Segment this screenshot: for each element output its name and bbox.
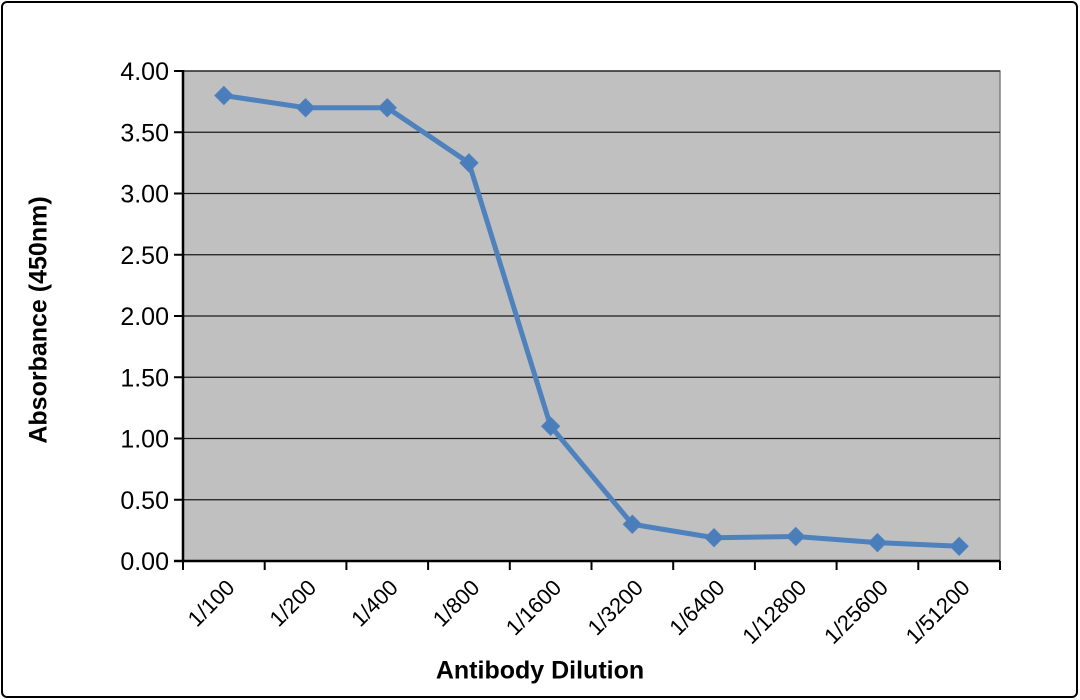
x-category-label: 1/3200 <box>583 575 648 640</box>
data-point-marker <box>377 98 397 118</box>
y-axis-title: Absorbance (450nm) <box>24 196 53 444</box>
x-category-label: 1/25600 <box>819 575 893 649</box>
x-category-label: 1/12800 <box>737 575 811 649</box>
y-tick-label: 2.00 <box>120 303 169 331</box>
data-point-marker <box>867 532 888 553</box>
data-point-marker <box>949 536 969 557</box>
x-category-label: 1/400 <box>346 575 403 632</box>
y-tick-label: 0.50 <box>120 487 169 515</box>
y-tick-label: 0.00 <box>120 548 169 576</box>
x-category-label: 1/1600 <box>501 575 566 640</box>
data-point-marker <box>622 514 643 534</box>
x-category-label: 1/6400 <box>664 575 729 640</box>
data-point-marker <box>295 98 316 118</box>
x-category-label: 1/800 <box>428 575 485 632</box>
x-category-label: 1/200 <box>264 575 321 632</box>
y-tick-label: 1.50 <box>120 364 169 392</box>
data-point-marker <box>214 85 234 106</box>
data-point-marker <box>786 526 806 547</box>
data-point-marker <box>704 528 724 548</box>
data-point-marker <box>459 153 479 173</box>
x-category-label: 1/51200 <box>901 575 975 649</box>
x-category-label: 1/100 <box>183 575 240 632</box>
y-tick-label: 3.00 <box>120 181 169 209</box>
series-line <box>221 93 962 549</box>
x-axis-title: Antibody Dilution <box>435 656 645 685</box>
y-tick-label: 3.50 <box>120 119 169 147</box>
y-tick-label: 2.50 <box>120 242 169 270</box>
data-point-marker <box>540 416 561 436</box>
y-tick-label: 4.00 <box>120 58 169 86</box>
y-tick-label: 1.00 <box>120 426 169 454</box>
